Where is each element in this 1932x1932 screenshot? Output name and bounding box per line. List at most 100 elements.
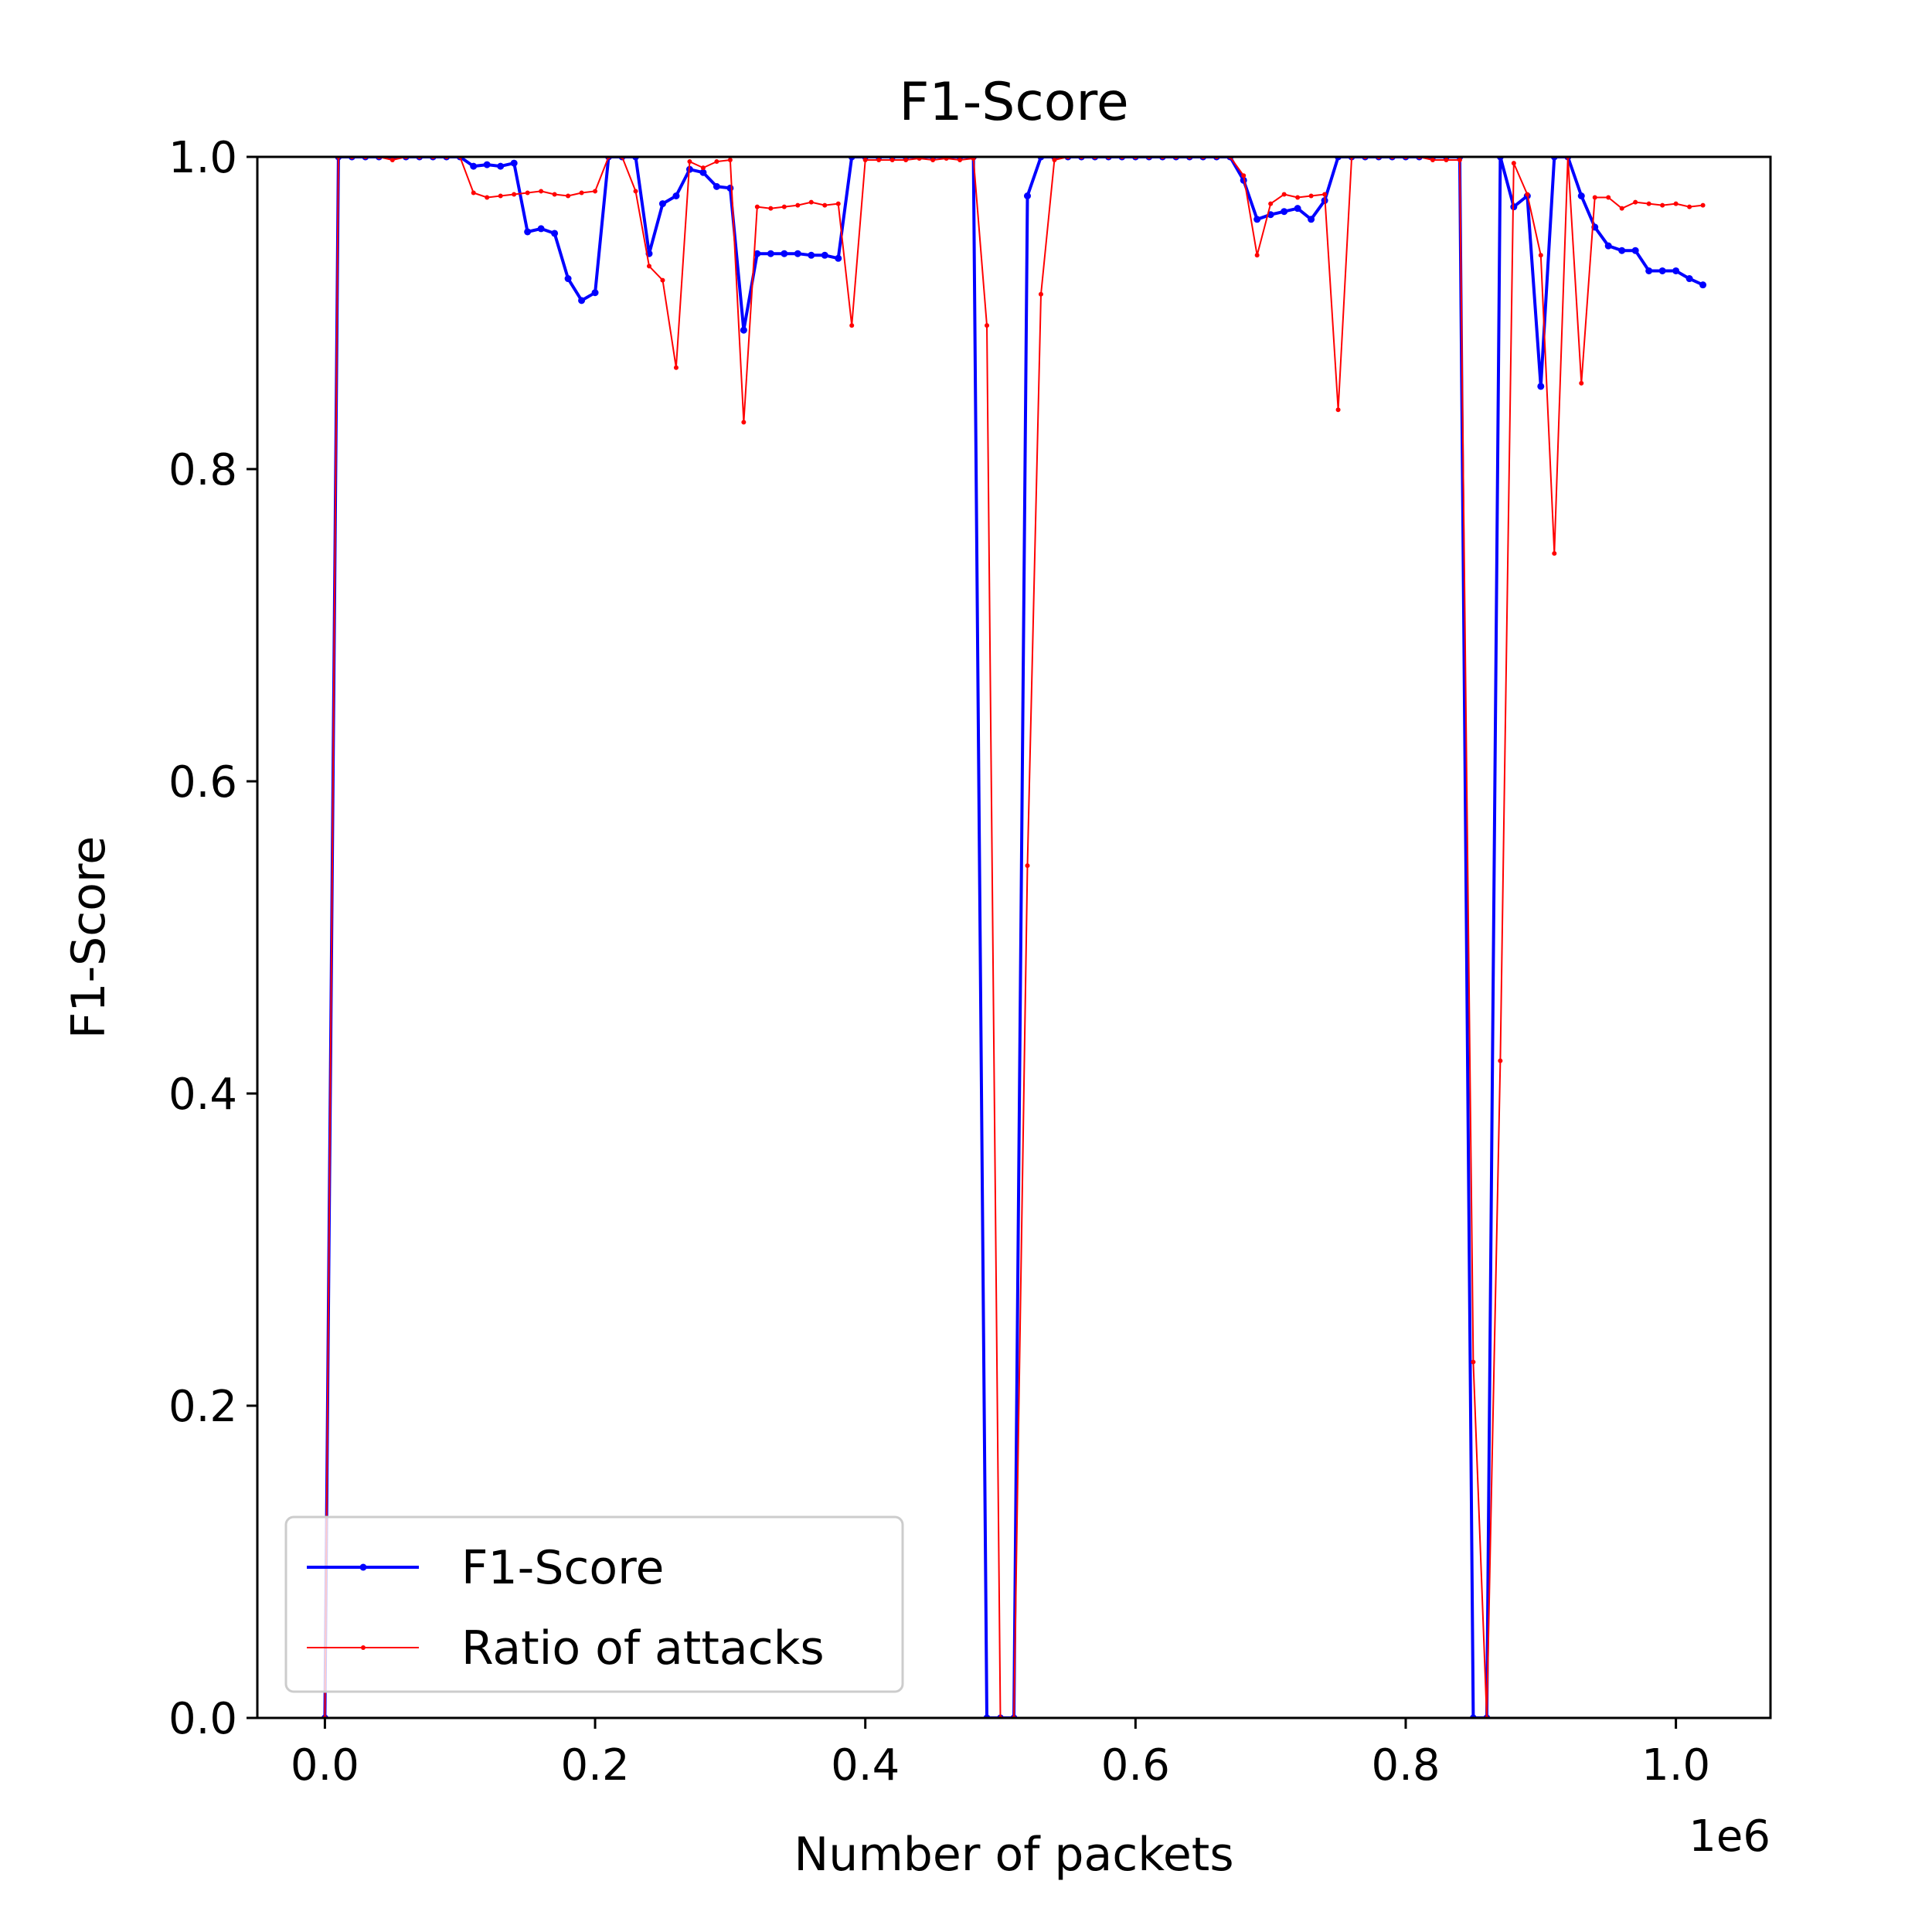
data-point — [633, 189, 638, 194]
data-point — [930, 158, 936, 163]
x-axis: 0.0 0.2 0.4 0.6 0.8 1.0 — [291, 1718, 1710, 1791]
data-point — [835, 201, 841, 206]
x-axis-label: Number of packets — [794, 1828, 1233, 1882]
data-point — [687, 159, 692, 165]
data-point — [498, 193, 503, 199]
data-point — [591, 289, 599, 297]
legend-label: Ratio of attacks — [461, 1621, 825, 1675]
x-tick-label: 0.0 — [291, 1740, 359, 1791]
data-point — [985, 323, 990, 328]
chart-title: F1-Score — [899, 72, 1128, 133]
data-point — [808, 199, 814, 205]
data-point — [579, 190, 584, 196]
data-point — [753, 250, 761, 257]
y-tick-label: 0.6 — [168, 757, 237, 808]
data-point — [781, 250, 788, 257]
data-point — [1444, 158, 1449, 163]
legend-box — [284, 1515, 904, 1693]
data-point — [497, 162, 505, 170]
data-point — [1025, 863, 1030, 869]
data-point — [566, 193, 571, 199]
data-point — [512, 192, 517, 197]
data-point — [740, 326, 747, 334]
data-point — [1646, 201, 1651, 206]
data-point — [1335, 407, 1341, 413]
data-point — [389, 158, 395, 163]
data-point — [727, 158, 733, 163]
data-point — [957, 158, 963, 163]
plot-frame — [256, 155, 1772, 1719]
data-point — [876, 158, 882, 163]
data-point — [767, 250, 774, 257]
data-point — [1658, 267, 1666, 274]
data-point — [1700, 202, 1706, 208]
data-point — [1038, 291, 1043, 297]
data-point — [1645, 267, 1653, 274]
x-tick-label: 0.2 — [561, 1740, 630, 1791]
data-point — [768, 206, 774, 211]
data-point — [564, 275, 572, 283]
data-point — [1604, 242, 1612, 250]
data-point — [1241, 173, 1247, 179]
legend-label: F1-Score — [461, 1541, 664, 1595]
data-point — [1537, 383, 1545, 390]
legend-marker — [359, 1563, 367, 1571]
data-point — [849, 323, 855, 328]
x-tick-label: 0.8 — [1371, 1740, 1440, 1791]
data-point — [1308, 193, 1314, 199]
data-point — [470, 162, 478, 170]
data-point — [1294, 205, 1301, 213]
data-point — [1672, 267, 1680, 274]
data-point — [1295, 195, 1301, 200]
data-point — [658, 200, 666, 208]
x-tick-label: 0.6 — [1101, 1740, 1170, 1791]
data-point — [539, 189, 544, 194]
data-point — [781, 204, 787, 209]
data-point — [821, 251, 828, 259]
data-point — [1253, 216, 1261, 223]
data-point — [1308, 216, 1315, 223]
data-point — [1254, 253, 1260, 258]
data-point — [1281, 208, 1288, 216]
data-point — [1633, 199, 1638, 205]
y-tick-label: 0.8 — [168, 445, 237, 495]
legend-marker — [361, 1645, 366, 1650]
data-point — [483, 161, 491, 168]
y-tick-label: 1.0 — [168, 133, 237, 183]
data-point — [1430, 158, 1435, 163]
y-axis-label: F1-Score — [62, 836, 116, 1039]
data-point — [646, 264, 651, 269]
data-point — [1685, 275, 1693, 283]
data-point — [1511, 161, 1516, 166]
data-point — [1577, 192, 1585, 199]
data-point — [1525, 192, 1530, 197]
data-point — [485, 195, 490, 200]
data-point — [1579, 380, 1584, 386]
data-point — [754, 204, 760, 209]
data-point — [1052, 158, 1057, 163]
data-point — [1618, 247, 1626, 254]
data-point — [835, 254, 842, 262]
data-point — [673, 365, 679, 370]
data-point — [1471, 1359, 1476, 1365]
data-point — [1268, 201, 1274, 206]
data-point — [1687, 204, 1692, 209]
data-point — [552, 192, 557, 197]
data-point — [794, 250, 801, 257]
data-point — [672, 192, 680, 199]
data-point — [700, 165, 706, 171]
data-point — [1673, 201, 1679, 206]
data-point — [808, 251, 815, 259]
data-point — [713, 182, 720, 190]
data-point — [1498, 1058, 1503, 1063]
x-tick-label: 0.4 — [831, 1740, 900, 1791]
data-point — [699, 168, 707, 176]
y-tick-label: 0.2 — [168, 1382, 237, 1432]
data-point — [795, 202, 801, 208]
data-point — [903, 158, 909, 163]
x-axis-offset-label: 1e6 — [1689, 1811, 1770, 1862]
data-point — [471, 190, 476, 196]
data-point — [862, 158, 868, 163]
data-point — [1322, 192, 1328, 197]
